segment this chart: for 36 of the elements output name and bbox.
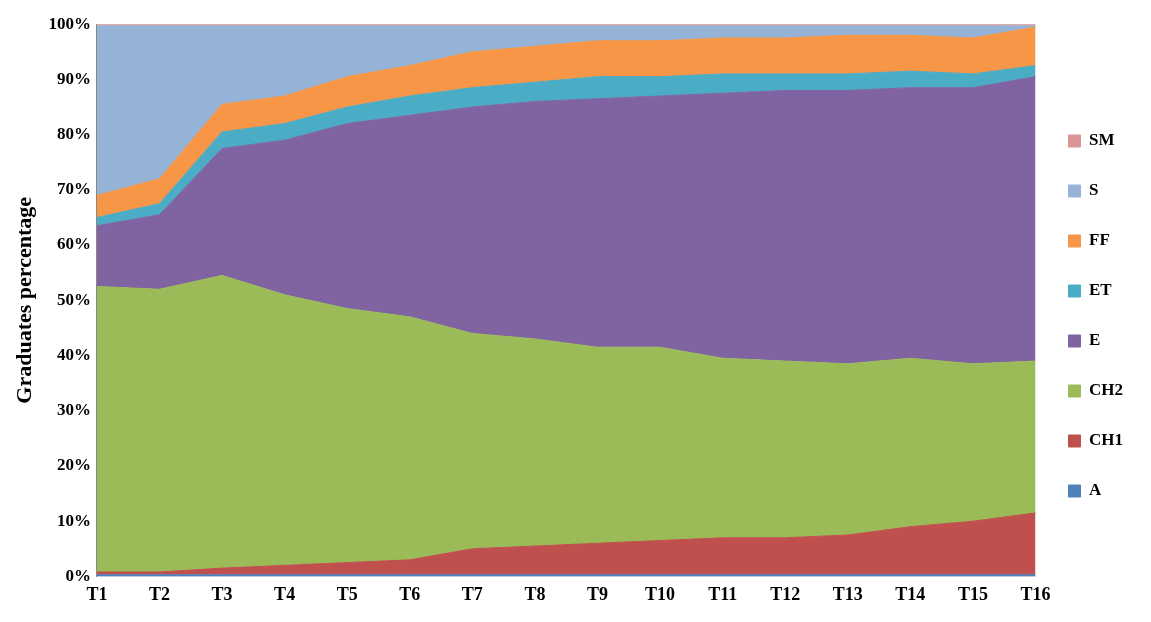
- legend-label: SM: [1089, 130, 1115, 150]
- x-tick-label: T16: [1020, 583, 1051, 604]
- x-tick-label: T7: [461, 583, 483, 604]
- legend-label: FF: [1089, 230, 1110, 250]
- y-tick-label: 90%: [56, 68, 91, 88]
- y-tick-label: 100%: [48, 13, 91, 33]
- y-tick-label: 30%: [56, 400, 91, 420]
- x-tick-label: T3: [211, 583, 233, 604]
- x-tick-label: T11: [708, 583, 738, 604]
- y-tick-label: 40%: [56, 344, 91, 364]
- x-tick-label: T1: [86, 583, 108, 604]
- x-tick-label: T6: [399, 583, 421, 604]
- x-tick-label: T12: [770, 583, 801, 604]
- x-tick-label: T14: [895, 583, 926, 604]
- x-tick-label: T2: [148, 583, 170, 604]
- x-tick-label: T5: [336, 583, 358, 604]
- legend-label: A: [1089, 480, 1102, 500]
- y-axis-title: Graduates percentage: [10, 196, 36, 404]
- y-tick-label: 20%: [56, 455, 91, 475]
- legend-label: E: [1089, 330, 1101, 350]
- y-tick-label: 60%: [56, 234, 91, 254]
- y-tick-label: 80%: [56, 124, 91, 144]
- legend-label: CH1: [1089, 430, 1123, 450]
- legend-label: ET: [1089, 280, 1113, 300]
- legend-label: CH2: [1089, 380, 1123, 400]
- x-tick-label: T9: [586, 583, 608, 604]
- x-tick-label: T15: [957, 583, 988, 604]
- x-tick-label: T8: [524, 583, 546, 604]
- x-tick-label: T10: [645, 583, 676, 604]
- y-tick-label: 50%: [56, 289, 91, 309]
- x-tick-label: T13: [832, 583, 863, 604]
- y-tick-label: 10%: [56, 510, 91, 530]
- y-tick-label: 70%: [56, 179, 91, 199]
- y-tick-label: 0%: [65, 565, 91, 585]
- x-tick-label: T4: [274, 583, 296, 604]
- legend-label: S: [1089, 180, 1099, 200]
